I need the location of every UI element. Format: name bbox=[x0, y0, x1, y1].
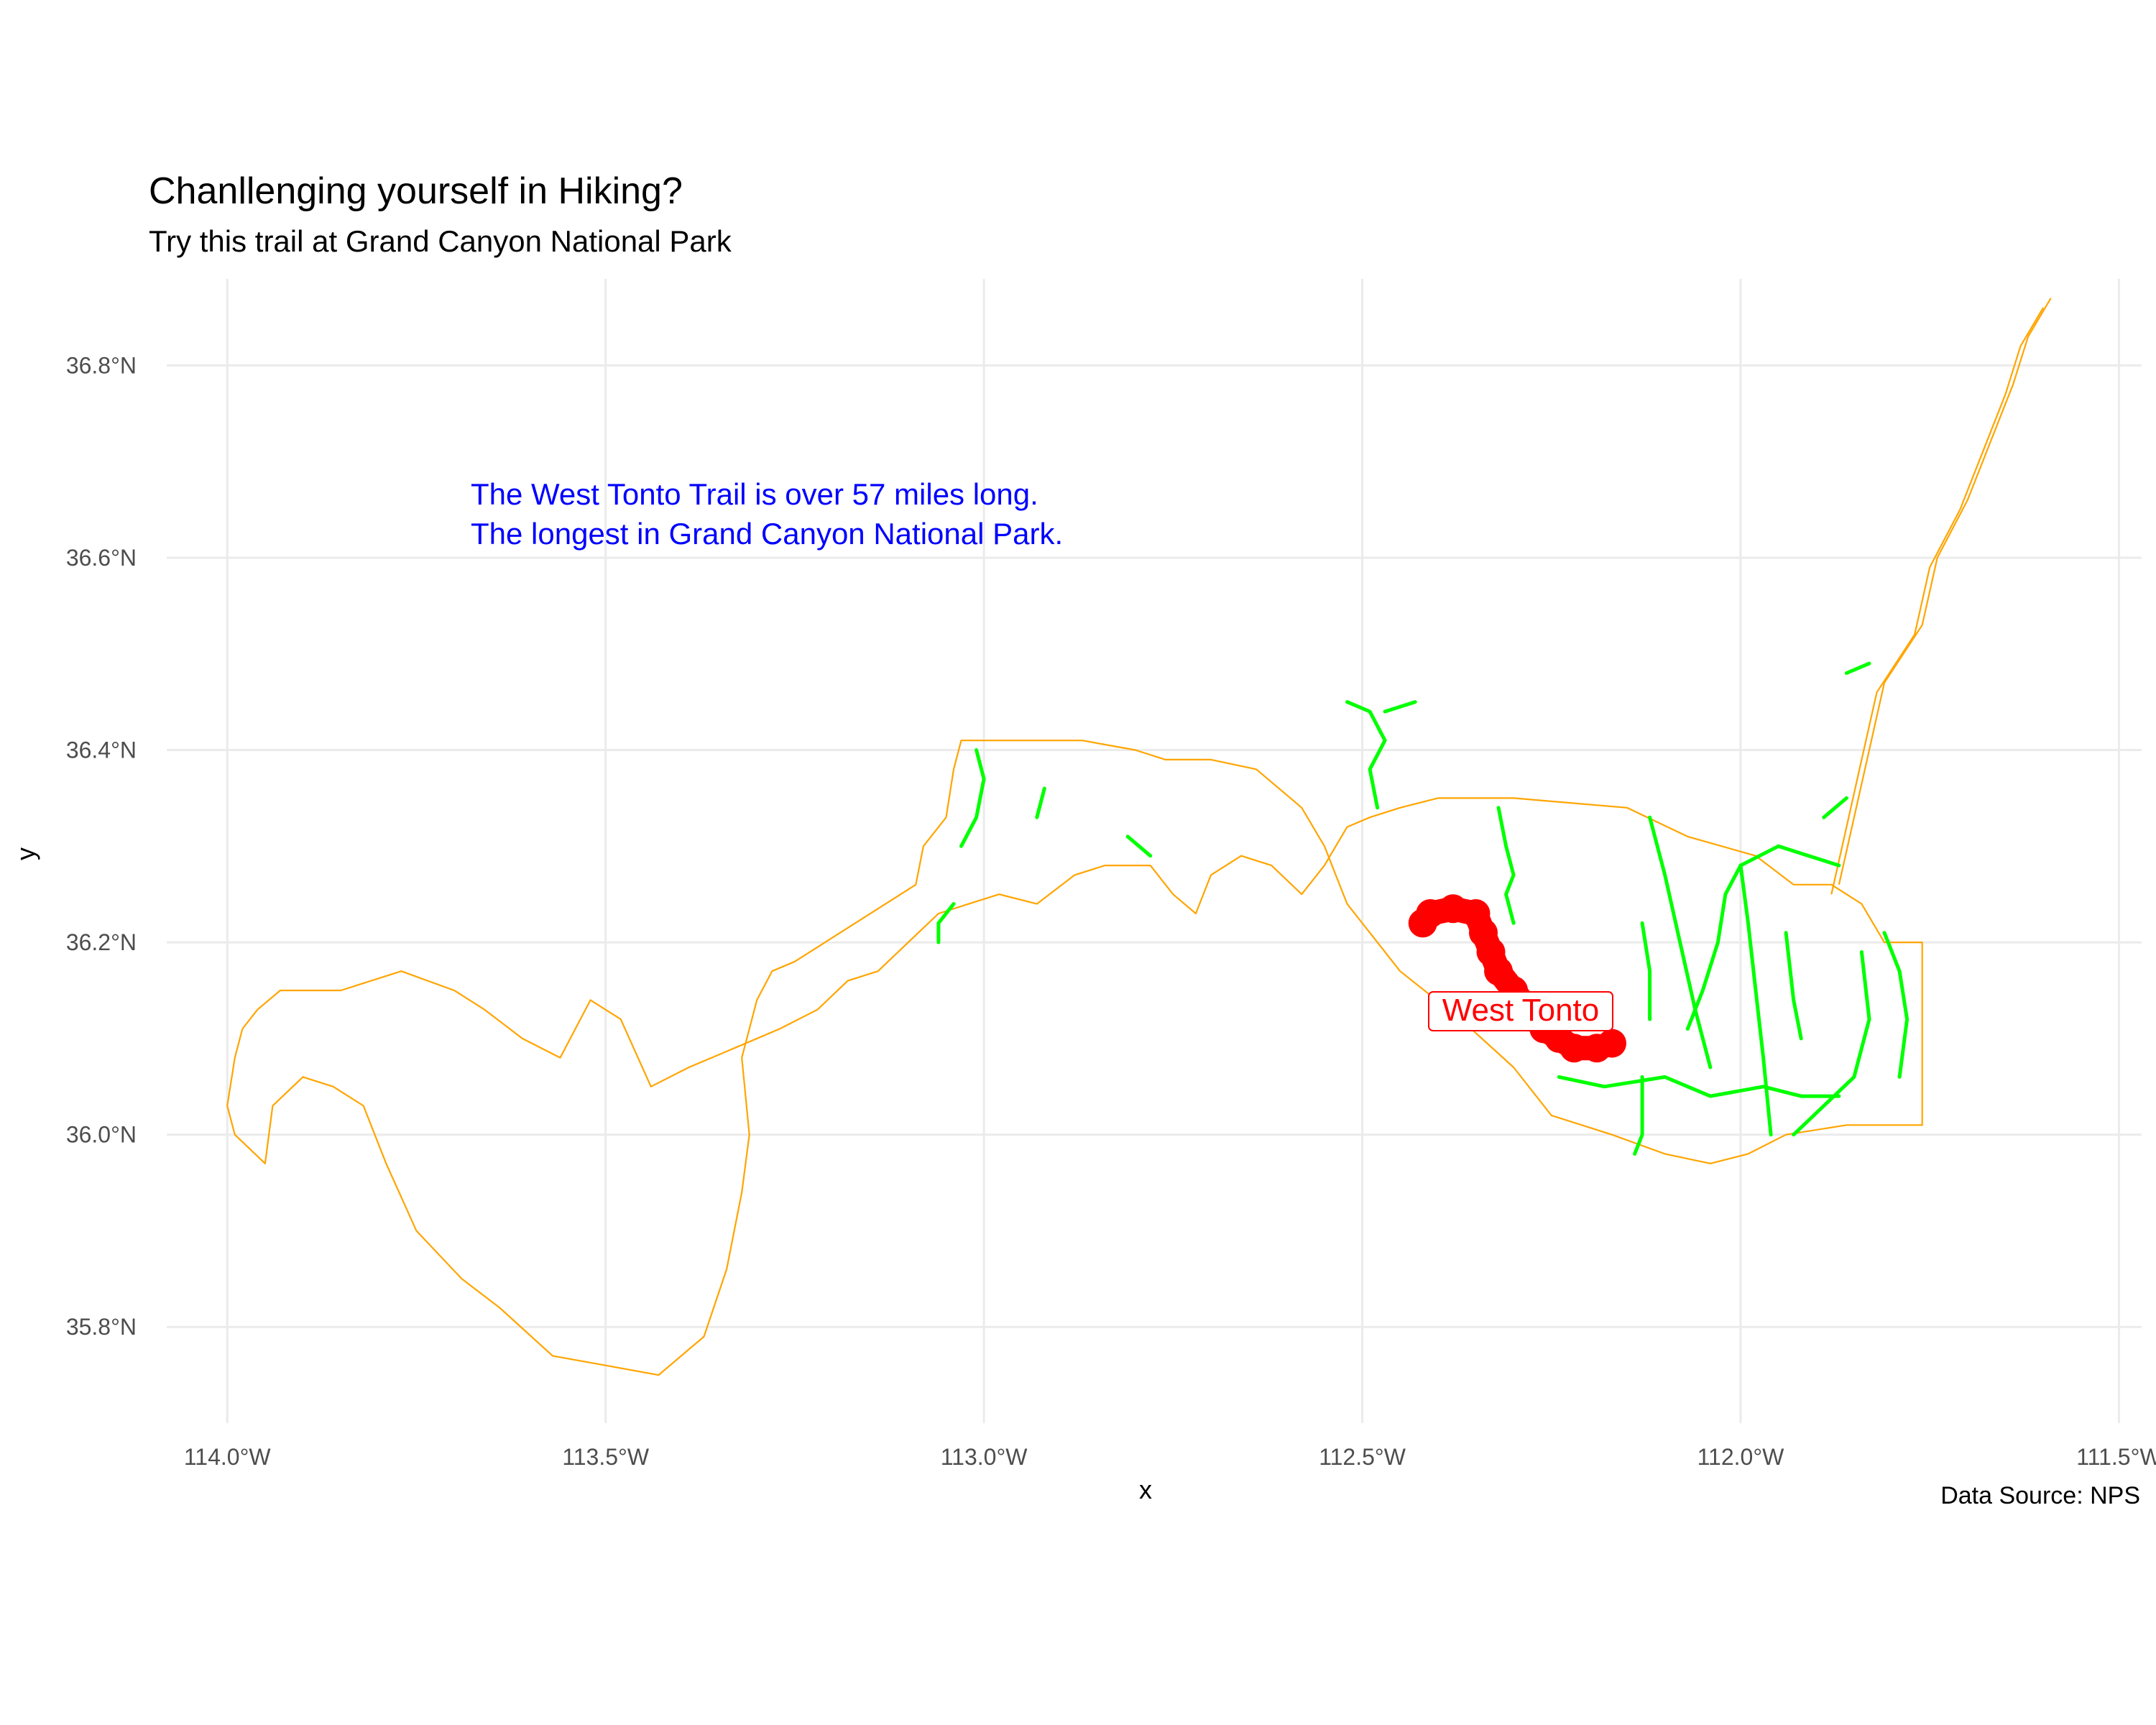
north-arm-inner-line bbox=[1830, 307, 2045, 895]
trail-line bbox=[1792, 950, 1871, 1137]
trail-line bbox=[1383, 700, 1417, 714]
trail-line bbox=[1035, 786, 1046, 819]
x-axis-title: x bbox=[1139, 1475, 1152, 1504]
x-tick-label: 113.0°W bbox=[941, 1444, 1028, 1470]
highlight-trail-point bbox=[1416, 898, 1445, 928]
gridlines bbox=[167, 279, 2142, 1423]
trail-line bbox=[1822, 796, 1848, 819]
trail-line bbox=[1633, 1075, 1644, 1156]
y-tick-label: 36.0°N bbox=[66, 1122, 137, 1148]
highlight-trail-point bbox=[1438, 894, 1468, 924]
annotation-line-2: The longest in Grand Canyon National Par… bbox=[471, 517, 1063, 551]
x-tick-label: 111.5°W bbox=[2076, 1444, 2156, 1470]
x-tick-label: 112.5°W bbox=[1319, 1444, 1406, 1470]
x-tick-label: 113.5°W bbox=[562, 1444, 650, 1470]
trail-line bbox=[1345, 700, 1387, 810]
highlight-trail-point bbox=[1560, 1034, 1589, 1063]
x-tick-label: 112.0°W bbox=[1697, 1444, 1785, 1470]
trail-line bbox=[1844, 661, 1871, 675]
trail-network bbox=[936, 661, 1909, 1156]
trail-line bbox=[1557, 1075, 1841, 1098]
trail-label: West Tonto bbox=[1428, 991, 1613, 1031]
annotation-line-1: The West Tonto Trail is over 57 miles lo… bbox=[471, 477, 1038, 511]
trail-line bbox=[1882, 931, 1909, 1079]
park-boundary bbox=[226, 298, 2052, 1376]
y-axis-title: y bbox=[11, 847, 40, 860]
x-tick-label: 114.0°W bbox=[184, 1444, 272, 1470]
y-tick-label: 36.8°N bbox=[66, 352, 137, 378]
axis-labels: 114.0°W 113.5°W 113.0°W 112.5°W 112.0°W 111.5… bbox=[66, 352, 2156, 1470]
trail-line bbox=[1648, 815, 1713, 1070]
y-tick-label: 36.6°N bbox=[66, 545, 137, 571]
trail-line bbox=[1738, 844, 1841, 868]
highlight-trail-point bbox=[1597, 1029, 1626, 1058]
plot-title: Chanllenging yourself in Hiking? bbox=[149, 170, 683, 212]
trail-line bbox=[959, 748, 986, 848]
trail-line bbox=[1685, 863, 1743, 1031]
trail-line bbox=[1738, 863, 1773, 1137]
y-tick-label: 36.4°N bbox=[66, 737, 137, 763]
north-arm-line bbox=[1838, 298, 2052, 886]
highlight-trail-point bbox=[1484, 957, 1514, 986]
y-tick-label: 35.8°N bbox=[66, 1314, 137, 1340]
park-boundary-line bbox=[226, 740, 1923, 1376]
data-source-caption: Data Source: NPS bbox=[1940, 1482, 2140, 1509]
plot-subtitle: Try this trail at Grand Canyon National … bbox=[149, 224, 732, 258]
y-tick-label: 36.2°N bbox=[66, 929, 137, 955]
west-tonto-trail bbox=[1408, 894, 1626, 1063]
trail-line bbox=[1640, 921, 1652, 1021]
trail-line bbox=[936, 902, 956, 944]
trail-line bbox=[1125, 834, 1153, 858]
trail-label-text: West Tonto bbox=[1442, 993, 1600, 1028]
trail-line bbox=[1784, 931, 1803, 1041]
trail-line bbox=[1496, 806, 1516, 925]
